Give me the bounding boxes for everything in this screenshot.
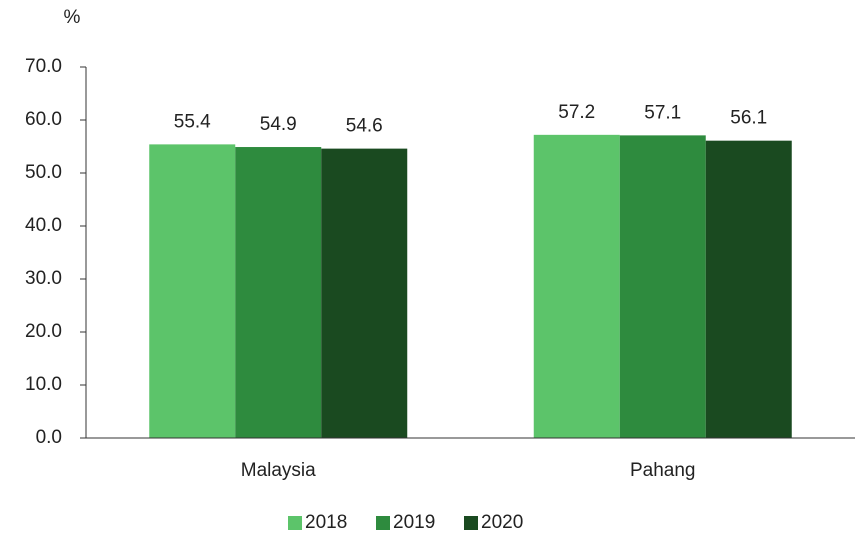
y-tick-label: 20.0	[25, 321, 62, 342]
y-tick-label: 30.0	[25, 268, 62, 289]
bar	[321, 148, 408, 438]
x-tick-label: Malaysia	[241, 460, 316, 481]
bar	[619, 135, 706, 438]
y-axis-title: %	[64, 7, 81, 28]
data-label: 57.2	[558, 102, 595, 123]
y-tick-label: 60.0	[25, 109, 62, 130]
data-label: 57.1	[644, 102, 681, 123]
y-tick-label: 0.0	[36, 427, 62, 448]
bar	[235, 147, 322, 438]
data-label: 56.1	[730, 108, 767, 129]
bar	[533, 134, 620, 438]
data-label: 55.4	[174, 111, 211, 132]
legend-label: 2018	[305, 512, 347, 533]
data-label: 54.6	[346, 116, 383, 137]
legend-label: 2019	[393, 512, 435, 533]
legend-label: 2020	[481, 512, 523, 533]
bar	[705, 140, 792, 439]
legend-swatch	[376, 516, 390, 530]
x-tick-label: Pahang	[630, 460, 696, 481]
y-tick-label: 10.0	[25, 374, 62, 395]
y-tick-label: 70.0	[25, 56, 62, 77]
data-label: 54.9	[260, 114, 297, 135]
legend-swatch	[464, 516, 478, 530]
y-tick-label: 40.0	[25, 215, 62, 236]
bar	[149, 144, 236, 438]
legend-swatch	[288, 516, 302, 530]
y-tick-label: 50.0	[25, 162, 62, 183]
